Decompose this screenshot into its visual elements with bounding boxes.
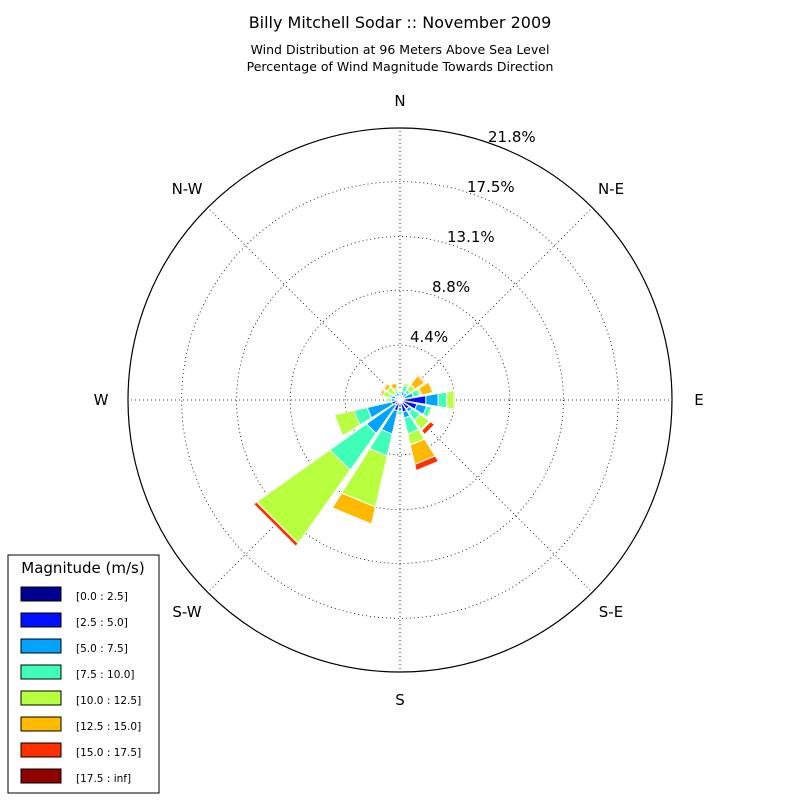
wind-bar-dir13-bin6	[378, 387, 384, 397]
wind-bar-dir5-bin4	[426, 406, 434, 419]
legend-label-1: [2.5 : 5.0]	[76, 617, 128, 629]
wind-bar-dir4-bin2	[425, 392, 439, 408]
wind-bar-dir2-bin6	[416, 373, 427, 384]
wind-bar-dir15-bin5	[389, 382, 398, 391]
legend-label-4: [10.0 : 12.5]	[76, 695, 141, 707]
legend-swatch-3	[20, 664, 62, 680]
grid-spoke-4	[399, 399, 593, 593]
wind-bar-dir8-bin5	[396, 415, 404, 418]
legend-swatch-1	[20, 612, 62, 628]
legend-label-6: [15.0 : 17.5]	[76, 747, 141, 759]
polar-outer-circle	[127, 127, 673, 673]
wind-bar-dir4-bin4	[446, 390, 455, 410]
grid-ring-4	[181, 181, 619, 619]
radial-tick-label-3: 13.1%	[447, 228, 495, 246]
direction-label-w: W	[94, 391, 109, 409]
wind-bar-dir14-bin6	[381, 381, 390, 390]
legend-title: Magnitude (m/s)	[21, 559, 144, 577]
wind-bar-dir3-bin5	[418, 381, 434, 396]
radial-tick-label-4: 17.5%	[467, 178, 515, 196]
legend-label-7: [17.5 : inf]	[76, 773, 131, 785]
legend-swatch-2	[20, 638, 62, 654]
grid-spoke-8	[207, 207, 401, 401]
wind-bar-dir8-bin3	[396, 410, 404, 416]
direction-label-se: S-E	[599, 603, 623, 621]
legend: Magnitude (m/s) [0.0 : 2.5] [2.5 : 5.0] [5…	[7, 554, 160, 794]
direction-label-e: E	[694, 391, 703, 409]
wind-bar-dir0-bin4	[397, 389, 403, 392]
wind-bar-dir7-bin6	[414, 455, 440, 472]
chart-subtitle-line-2: Percentage of Wind Magnitude Towards Dir…	[247, 59, 554, 74]
direction-label-nw: N-W	[172, 180, 203, 198]
legend-label-2: [5.0 : 7.5]	[76, 643, 128, 655]
wind-bar-dir11-bin4	[333, 410, 361, 437]
radial-tick-label-1: 4.4%	[410, 328, 448, 346]
legend-swatch-6	[20, 742, 62, 758]
wind-bar-dir6-bin6	[421, 421, 436, 436]
grid-ring-2	[289, 289, 511, 511]
wind-bar-dir10-bin4	[255, 449, 351, 545]
wind-bar-dir1-bin4	[402, 382, 411, 388]
radial-tick-label-5: 21.8%	[488, 128, 536, 146]
legend-label-5: [12.5 : 15.0]	[76, 721, 141, 733]
polar-frame	[127, 127, 673, 673]
chart-title: Billy Mitchell Sodar :: November 2009	[249, 13, 552, 32]
legend-swatch-0	[20, 586, 62, 602]
grid-ring-3	[236, 236, 564, 564]
legend-swatch-4	[20, 690, 62, 706]
legend-swatch-7	[20, 768, 62, 784]
direction-label-n: N	[394, 92, 405, 110]
legend-items: [0.0 : 2.5] [2.5 : 5.0] [5.0 : 7.5] [7.5 : …	[20, 586, 141, 785]
radial-tick-label-2: 8.8%	[432, 278, 470, 296]
legend-swatch-5	[20, 716, 62, 732]
direction-label-s: S	[395, 691, 405, 709]
legend-label-0: [0.0 : 2.5]	[76, 591, 128, 603]
direction-label-ne: N-E	[598, 180, 624, 198]
wind-bars	[252, 373, 456, 548]
wind-bar-dir4-bin5	[453, 390, 456, 410]
wind-bar-dir12-bin4	[385, 397, 390, 403]
legend-label-3: [7.5 : 10.0]	[76, 669, 134, 681]
wind-bar-dir10-bin6	[252, 501, 299, 548]
wind-bar-dir9-bin5	[331, 492, 377, 525]
direction-label-sw: S-W	[172, 603, 201, 621]
grid-spoke-2	[399, 207, 593, 401]
wind-bar-dir4-bin3	[437, 391, 448, 409]
chart-subtitle-line-1: Wind Distribution at 96 Meters Above Sea…	[251, 42, 550, 57]
